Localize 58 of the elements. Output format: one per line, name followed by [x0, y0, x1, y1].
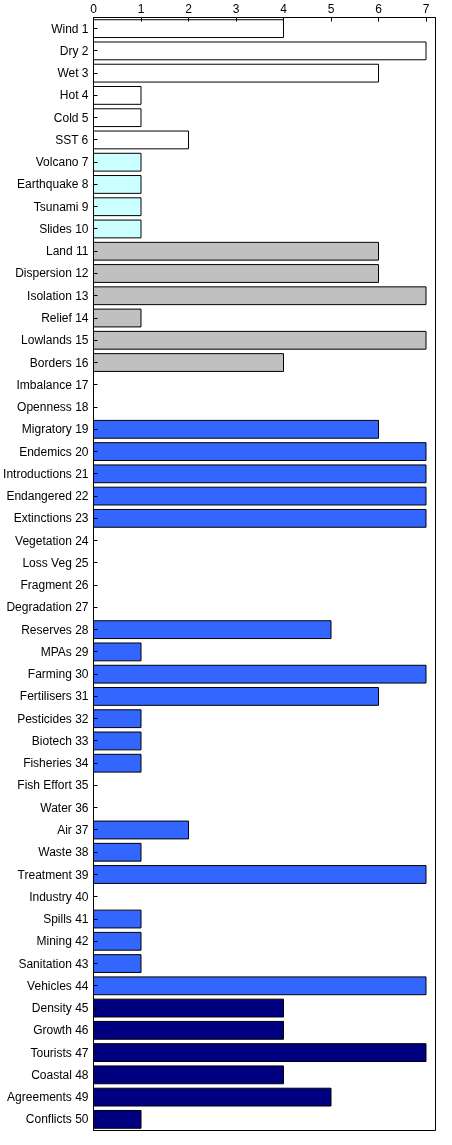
y-tick-label: Earthquake 8 — [17, 177, 89, 192]
x-tick-label: 4 — [280, 1, 288, 16]
y-tick-label: Openness 18 — [17, 400, 89, 415]
y-tick-label: Lowlands 15 — [21, 333, 89, 348]
x-tick-label: 6 — [375, 1, 383, 16]
y-tick-label: Dispersion 12 — [15, 266, 89, 281]
y-tick-label: Fertilisers 31 — [19, 689, 89, 704]
y-tick-label: Vegetation 24 — [15, 533, 89, 548]
y-tick-label: Loss Veg 25 — [22, 555, 89, 570]
y-tick-label: Hot 4 — [59, 88, 89, 103]
y-tick-label: Cold 5 — [53, 110, 89, 125]
y-tick-label: Slides 10 — [39, 221, 89, 236]
y-tick-label: Isolation 13 — [27, 288, 89, 303]
y-tick-label: Farming 30 — [27, 667, 89, 682]
y-tick-label: Endemics 20 — [19, 444, 89, 459]
y-tick-label: Conflicts 50 — [25, 1112, 89, 1127]
y-tick-label: Air 37 — [57, 822, 89, 837]
y-tick-label: Pesticides 32 — [17, 711, 89, 726]
y-tick-label: Agreements 49 — [7, 1090, 89, 1105]
y-tick-label: Biotech 33 — [31, 733, 89, 748]
y-tick-label: Reserves 28 — [21, 622, 89, 637]
y-tick-label: Introductions 21 — [3, 466, 89, 481]
y-tick-label: Sanitation 43 — [18, 956, 89, 971]
x-tick-label: 5 — [327, 1, 335, 16]
y-tick-label: Fisheries 34 — [23, 756, 89, 771]
y-tick-label: Spills 41 — [43, 912, 89, 927]
x-tick-label: 1 — [137, 1, 145, 16]
x-tick-label: 7 — [422, 1, 430, 16]
y-tick-label: Dry 2 — [59, 43, 89, 58]
y-tick-label: Volcano 7 — [35, 155, 89, 170]
y-tick-label: Growth 46 — [33, 1023, 89, 1038]
y-tick-label: Fish Effort 35 — [17, 778, 89, 793]
y-tick-label: Coastal 48 — [31, 1067, 89, 1082]
y-tick-label: SST 6 — [55, 132, 89, 147]
y-tick-label: Water 36 — [40, 800, 89, 815]
y-tick-label: Migratory 19 — [21, 422, 89, 437]
y-tick-label: Fragment 26 — [20, 578, 89, 593]
y-tick-label: Wind 1 — [51, 21, 89, 36]
y-tick-label: Endangered 22 — [6, 489, 89, 504]
y-tick-label: Mining 42 — [36, 934, 89, 949]
y-tick-label: Vehicles 44 — [27, 978, 89, 993]
y-tick-label: Relief 14 — [41, 311, 89, 326]
y-tick-label: Tsunami 9 — [33, 199, 89, 214]
y-tick-label: Degradation 27 — [6, 600, 89, 615]
y-tick-label: Wet 3 — [57, 66, 89, 81]
x-tick-label: 0 — [90, 1, 98, 16]
y-tick-label: Treatment 39 — [17, 867, 89, 882]
y-tick-label: Waste 38 — [38, 845, 89, 860]
x-tick-label: 3 — [232, 1, 240, 16]
y-tick-label: MPAs 29 — [40, 644, 89, 659]
x-tick-label: 2 — [185, 1, 193, 16]
y-tick-label: Imbalance 17 — [16, 377, 89, 392]
y-tick-label: Borders 16 — [29, 355, 89, 370]
y-tick-label: Extinctions 23 — [13, 511, 89, 526]
y-tick-label: Industry 40 — [29, 889, 89, 904]
y-tick-label: Density 45 — [31, 1001, 89, 1016]
y-tick-label: Land 11 — [46, 244, 89, 259]
y-tick-label: Tourists 47 — [30, 1045, 89, 1060]
